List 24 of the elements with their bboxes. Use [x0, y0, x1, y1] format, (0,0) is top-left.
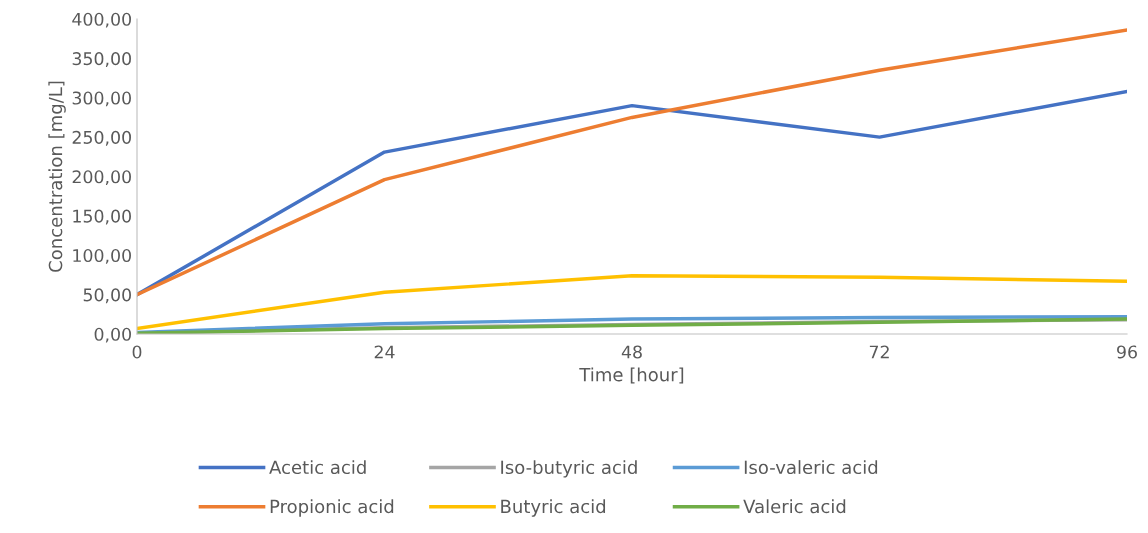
y-axis-title: Concentration [mg/L]	[48, 81, 66, 272]
x-tick-label: 24	[374, 345, 395, 359]
line-series	[137, 273, 1127, 331]
legend-label: Valeric acid	[743, 499, 846, 514]
y-tick-label: 250,00	[72, 130, 131, 146]
y-tick-label: 150,00	[73, 209, 131, 225]
legend-label: Butyric acid	[501, 499, 606, 517]
line-series	[137, 28, 1127, 297]
x-tick-label: 96	[1117, 345, 1137, 359]
legend-label: Acetic acid	[269, 460, 366, 475]
y-tick-label: 50,00	[83, 288, 131, 304]
y-tick-label: 350,00	[72, 52, 131, 67]
legend-label: Iso-butyric acid	[501, 460, 637, 478]
y-tick-label: 300,00	[72, 91, 131, 107]
y-tick-label: 100,00	[73, 248, 131, 264]
legend-label: Iso-valeric acid	[744, 460, 878, 475]
y-tick-label: 400,00	[72, 12, 131, 28]
x-tick-label: 0	[132, 345, 142, 359]
x-tick-label: 72	[869, 345, 889, 359]
x-axis-title: Time [hour]	[579, 367, 684, 384]
y-tick-label: 0,00	[94, 327, 131, 343]
legend-label: Propionic acid	[270, 499, 394, 517]
x-tick-label: 48	[621, 345, 642, 359]
y-tick-label: 200,00	[72, 170, 131, 186]
